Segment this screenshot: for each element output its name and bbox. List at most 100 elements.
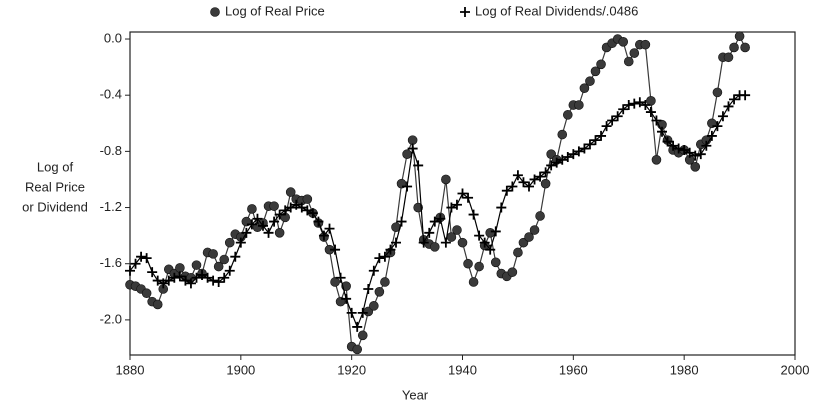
point xyxy=(247,204,257,214)
point xyxy=(684,147,695,158)
y-tick-label: -0.4 xyxy=(100,87,122,102)
point xyxy=(485,244,496,255)
point xyxy=(618,104,629,115)
point xyxy=(396,216,407,227)
point xyxy=(169,272,180,283)
y-tick-label: -2.0 xyxy=(100,311,122,326)
point xyxy=(474,230,485,241)
point xyxy=(540,178,551,189)
y-tick-label: 0.0 xyxy=(104,30,122,45)
point xyxy=(230,251,241,262)
point xyxy=(524,181,534,192)
point xyxy=(717,111,728,122)
point xyxy=(723,52,734,63)
point xyxy=(352,321,363,332)
point xyxy=(241,227,252,238)
point xyxy=(258,220,268,231)
point xyxy=(629,98,640,109)
point xyxy=(269,216,280,227)
point xyxy=(141,253,152,264)
y-tick-label: -0.8 xyxy=(100,143,122,158)
point xyxy=(357,307,368,318)
point xyxy=(235,237,246,248)
point xyxy=(474,261,484,272)
legend-label: Log of Real Price xyxy=(225,3,325,18)
point xyxy=(385,244,396,255)
point xyxy=(147,267,158,278)
point xyxy=(380,277,390,287)
y-axis-title: Log of xyxy=(37,159,74,174)
point xyxy=(429,242,440,252)
point xyxy=(645,107,656,118)
x-axis-title: Year xyxy=(402,387,429,402)
point xyxy=(590,135,601,146)
x-tick-label: 1980 xyxy=(670,362,699,377)
point xyxy=(285,202,296,213)
point xyxy=(540,167,551,178)
x-tick-label: 2000 xyxy=(781,362,810,377)
point xyxy=(246,219,257,230)
point xyxy=(457,237,468,248)
point xyxy=(369,301,379,311)
point xyxy=(429,216,440,227)
point xyxy=(269,201,279,211)
point xyxy=(136,251,147,262)
point xyxy=(679,144,690,155)
point xyxy=(535,211,545,221)
point xyxy=(579,83,590,93)
point xyxy=(562,151,573,162)
point xyxy=(330,277,340,287)
point xyxy=(590,66,601,77)
point xyxy=(302,194,313,204)
point xyxy=(152,299,163,310)
point xyxy=(330,244,341,255)
point xyxy=(623,56,634,67)
x-tick-label: 1900 xyxy=(226,362,255,377)
point xyxy=(673,143,684,154)
point xyxy=(634,97,645,108)
point xyxy=(513,247,523,258)
point xyxy=(441,174,451,185)
x-tick-label: 1940 xyxy=(448,362,477,377)
point xyxy=(640,100,651,111)
point xyxy=(518,177,529,188)
point xyxy=(524,232,534,242)
point xyxy=(302,205,313,216)
point xyxy=(601,121,612,132)
point xyxy=(596,59,606,70)
point xyxy=(640,39,651,50)
point xyxy=(529,174,540,185)
point xyxy=(451,199,462,210)
series-line xyxy=(129,34,746,351)
point xyxy=(402,149,412,159)
point xyxy=(208,249,218,259)
point xyxy=(346,307,357,318)
point xyxy=(701,140,712,151)
point xyxy=(695,149,706,160)
point xyxy=(175,263,185,273)
point xyxy=(574,100,584,110)
point xyxy=(180,275,191,286)
point xyxy=(579,143,590,154)
point xyxy=(573,146,584,157)
point xyxy=(440,237,451,248)
point xyxy=(651,154,662,165)
point xyxy=(479,237,490,248)
point xyxy=(668,140,679,151)
point xyxy=(490,257,501,268)
point xyxy=(729,94,740,105)
point xyxy=(252,213,263,224)
point xyxy=(274,209,285,220)
point xyxy=(623,100,634,111)
point xyxy=(313,216,324,227)
point xyxy=(651,115,662,126)
point xyxy=(546,160,557,171)
point xyxy=(568,149,579,160)
series-line xyxy=(129,94,746,329)
point xyxy=(213,261,224,272)
point xyxy=(612,111,623,122)
point xyxy=(363,283,374,294)
point xyxy=(468,209,479,220)
point xyxy=(457,188,468,199)
